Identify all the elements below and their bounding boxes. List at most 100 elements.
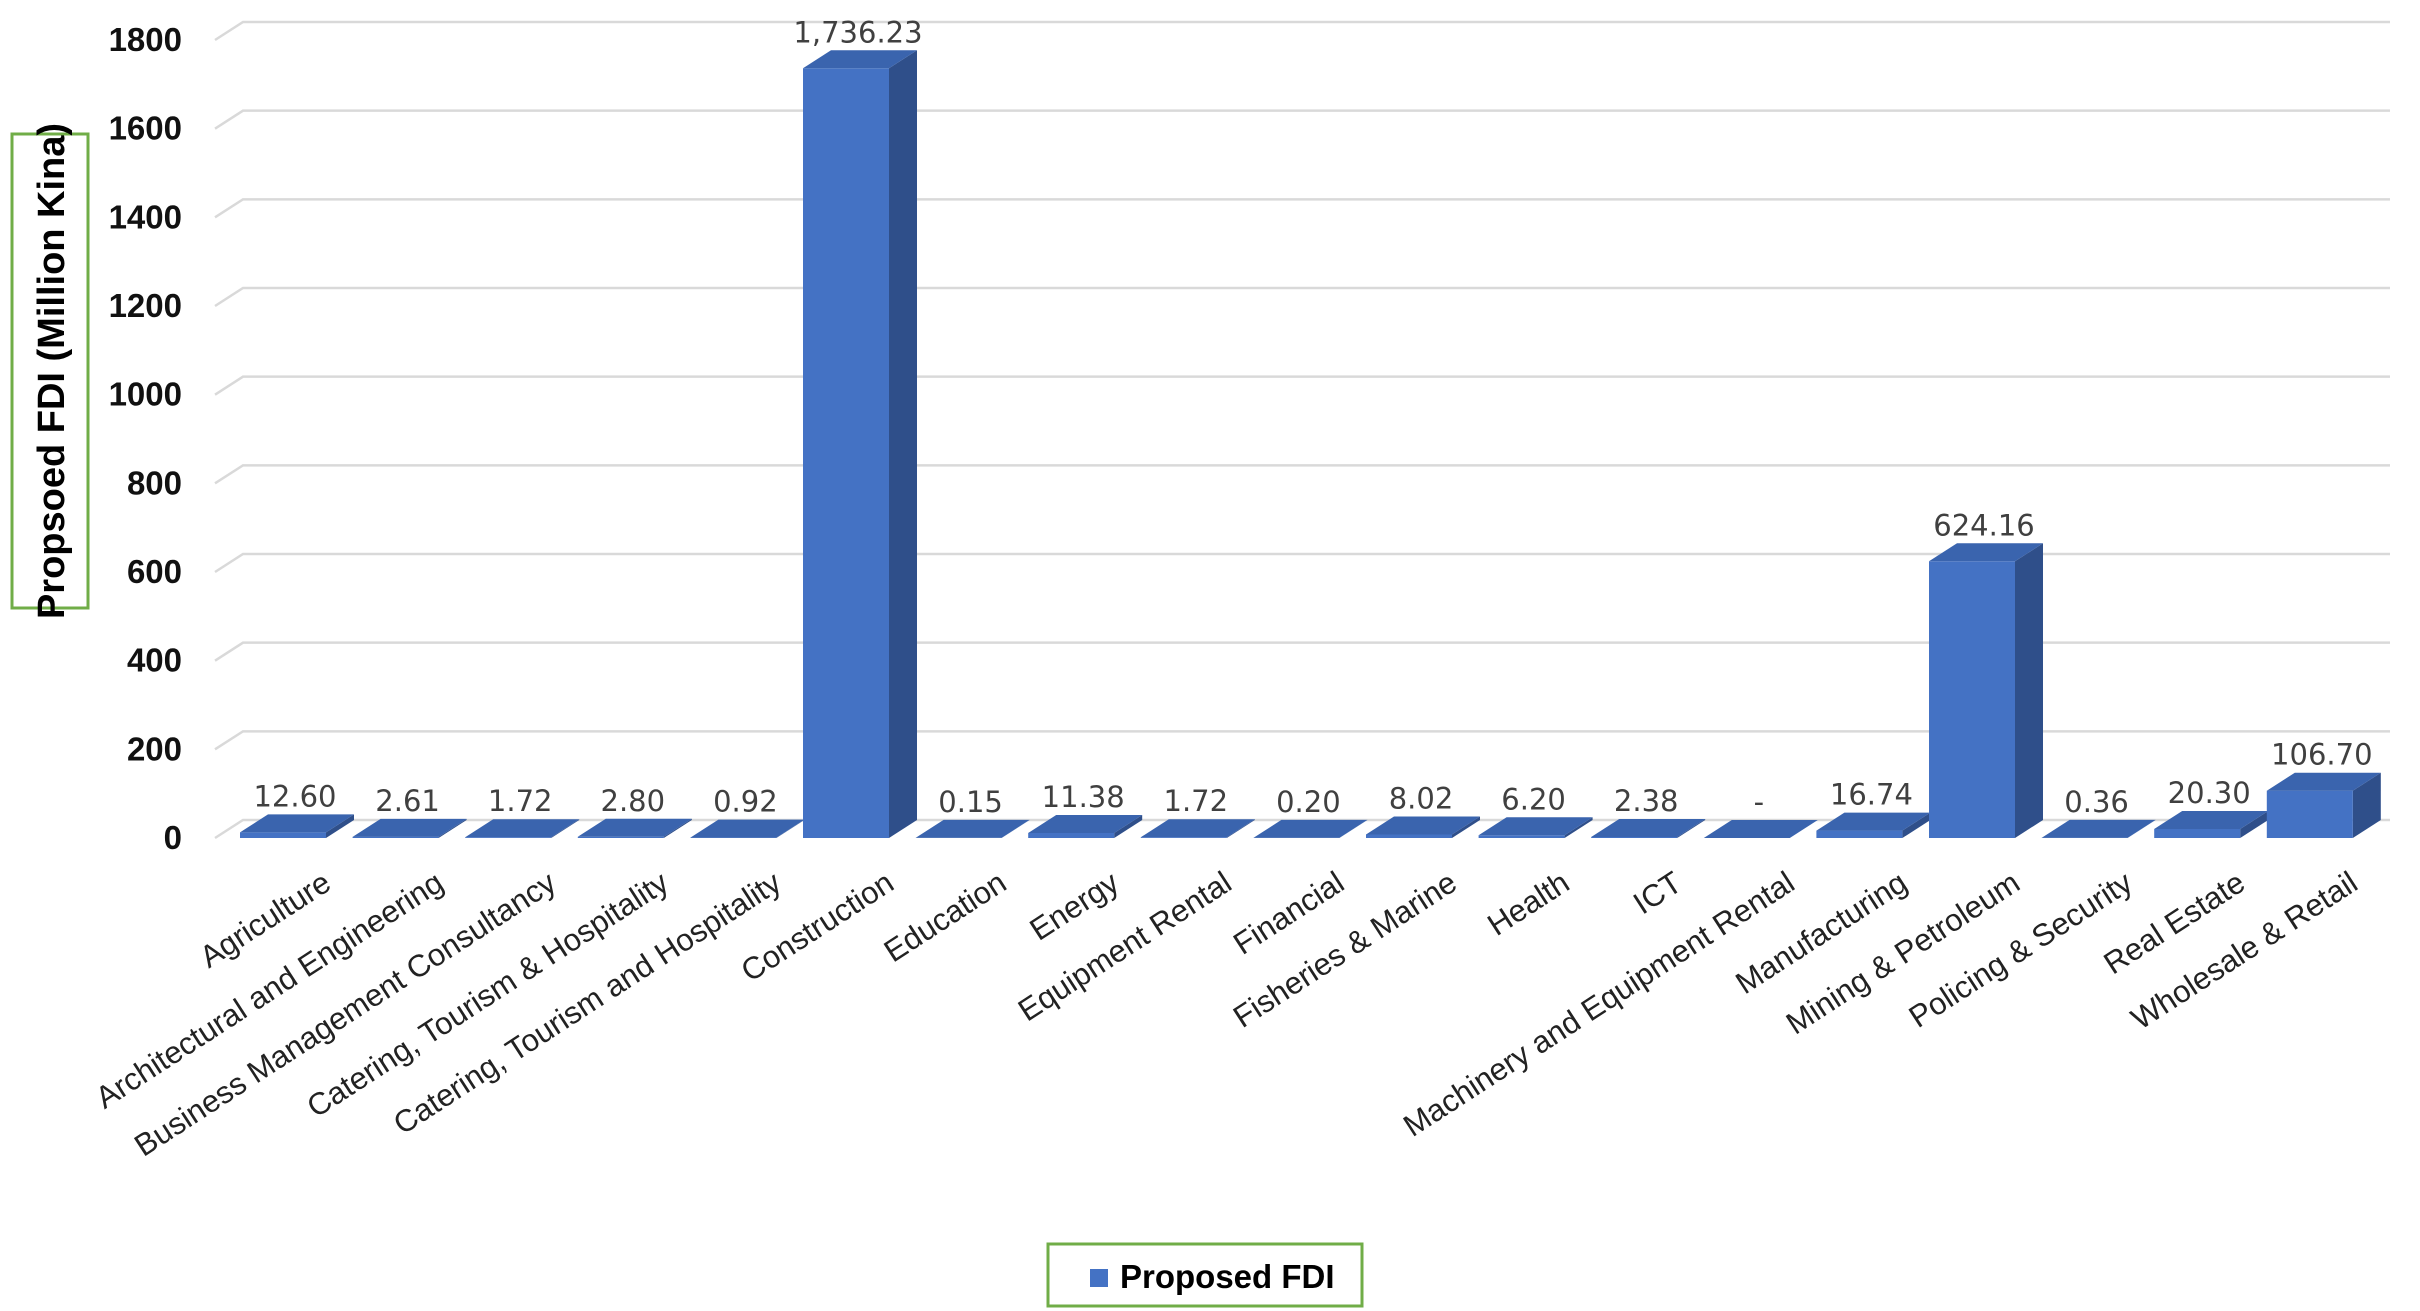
gridline — [214, 641, 2390, 662]
data-label: 0.92 — [713, 785, 778, 819]
category-label: Business Management Consultancy — [128, 864, 562, 1163]
bar-top — [577, 818, 692, 837]
bar-front — [803, 68, 889, 839]
y-tick-label: 200 — [127, 730, 182, 767]
bar-top — [1140, 819, 1255, 838]
bar-front — [1140, 837, 1227, 838]
gridline — [214, 20, 2390, 42]
gridline — [214, 730, 2390, 751]
data-labels: 12.60 2.61 1.72 2.80 0.92 1,736.23 0.15 11.38 1.… — [253, 15, 2372, 819]
bar-top — [803, 50, 917, 69]
bar-top — [240, 814, 354, 833]
data-label: - — [1754, 785, 1764, 819]
gridlines — [214, 20, 2390, 840]
gridline — [214, 109, 2390, 130]
gridline — [214, 552, 2390, 574]
bars — [240, 50, 2381, 839]
data-label: 2.38 — [1614, 784, 1679, 818]
data-label: 8.02 — [1389, 781, 1454, 815]
bar-top — [1366, 816, 1480, 835]
data-label: 2.61 — [375, 784, 440, 818]
bar-side — [1339, 819, 1368, 838]
data-label: 0.20 — [1276, 785, 1341, 819]
y-tick-label: 1400 — [109, 198, 182, 235]
data-label: 6.20 — [1501, 782, 1566, 816]
bar-top — [1591, 818, 1706, 837]
bar — [1140, 819, 1255, 838]
legend-box — [1046, 1242, 1364, 1308]
bar — [803, 50, 917, 839]
bar-side — [551, 819, 580, 838]
category-label: Education — [878, 865, 1013, 969]
y-tick-label: 400 — [127, 642, 182, 679]
bar-side — [1452, 816, 1480, 838]
bar-top — [690, 819, 805, 838]
bar-front — [1028, 832, 1115, 838]
bar-side — [776, 819, 805, 838]
data-label: 1.72 — [488, 784, 553, 818]
bar-front — [2266, 790, 2353, 838]
bar-side — [1677, 818, 1706, 838]
data-label: 0.36 — [2064, 785, 2129, 819]
gridline — [214, 198, 2390, 219]
bar — [1929, 543, 2043, 838]
bar-side — [1226, 819, 1255, 838]
data-label: 20.30 — [2168, 776, 2251, 810]
bar-top — [1253, 819, 1368, 838]
legend-swatch — [1090, 1269, 1108, 1287]
bar-top — [352, 818, 467, 837]
data-label: 0.15 — [938, 785, 1003, 819]
category-label: Health — [1481, 865, 1575, 943]
y-tick-label: 1200 — [109, 287, 182, 324]
bar-top — [2266, 772, 2381, 791]
bar — [1703, 820, 1818, 838]
gridline — [214, 286, 2390, 308]
data-label: 1.72 — [1164, 784, 1229, 818]
y-axis-ticks: 0 200 400 600 800 1000 1200 1400 1600 1800 — [109, 21, 182, 856]
bar-side — [1001, 819, 1030, 838]
bar-top — [1478, 817, 1593, 836]
bar — [1478, 817, 1593, 838]
bar-top — [1816, 812, 1931, 831]
bar-front — [465, 837, 552, 838]
y-axis-title-frame: Propsoed FDI (Million Kina) — [10, 123, 90, 619]
y-tick-label: 0 — [164, 819, 182, 856]
bar-side — [889, 50, 917, 839]
bar — [1591, 818, 1706, 838]
bar-front — [1929, 561, 2015, 838]
bar — [240, 814, 354, 838]
bar-side — [2352, 772, 2381, 838]
data-label: 1,736.23 — [793, 15, 922, 49]
bar-front — [577, 836, 664, 838]
bar-front — [1816, 830, 1903, 838]
bar-side — [2240, 811, 2269, 838]
y-tick-label: 1600 — [109, 110, 182, 147]
bar — [2266, 772, 2381, 838]
y-axis-title: Propsoed FDI (Million Kina) — [31, 123, 73, 619]
bar — [465, 819, 580, 838]
bar-front — [2154, 829, 2241, 838]
bar — [2041, 819, 2156, 838]
y-tick-label: 1000 — [109, 376, 182, 413]
bar-side — [1114, 814, 1143, 838]
bar-top — [1929, 543, 2043, 562]
bar-top — [2154, 811, 2269, 830]
bar-top — [915, 819, 1030, 838]
legend-label: Proposed FDI — [1120, 1258, 1335, 1295]
bar-side — [663, 818, 692, 838]
bar — [1028, 814, 1143, 838]
bar-side — [2015, 543, 2043, 838]
bar-top — [465, 819, 580, 838]
gridline — [214, 375, 2390, 396]
bar-side — [1564, 817, 1593, 838]
y-tick-label: 1800 — [109, 21, 182, 58]
bar — [915, 819, 1030, 838]
bar — [577, 818, 692, 838]
data-label: 12.60 — [253, 779, 336, 813]
data-label: 11.38 — [1042, 780, 1125, 814]
bar — [1253, 819, 1368, 838]
bar-front — [1366, 834, 1452, 838]
bar-side — [2127, 819, 2156, 838]
